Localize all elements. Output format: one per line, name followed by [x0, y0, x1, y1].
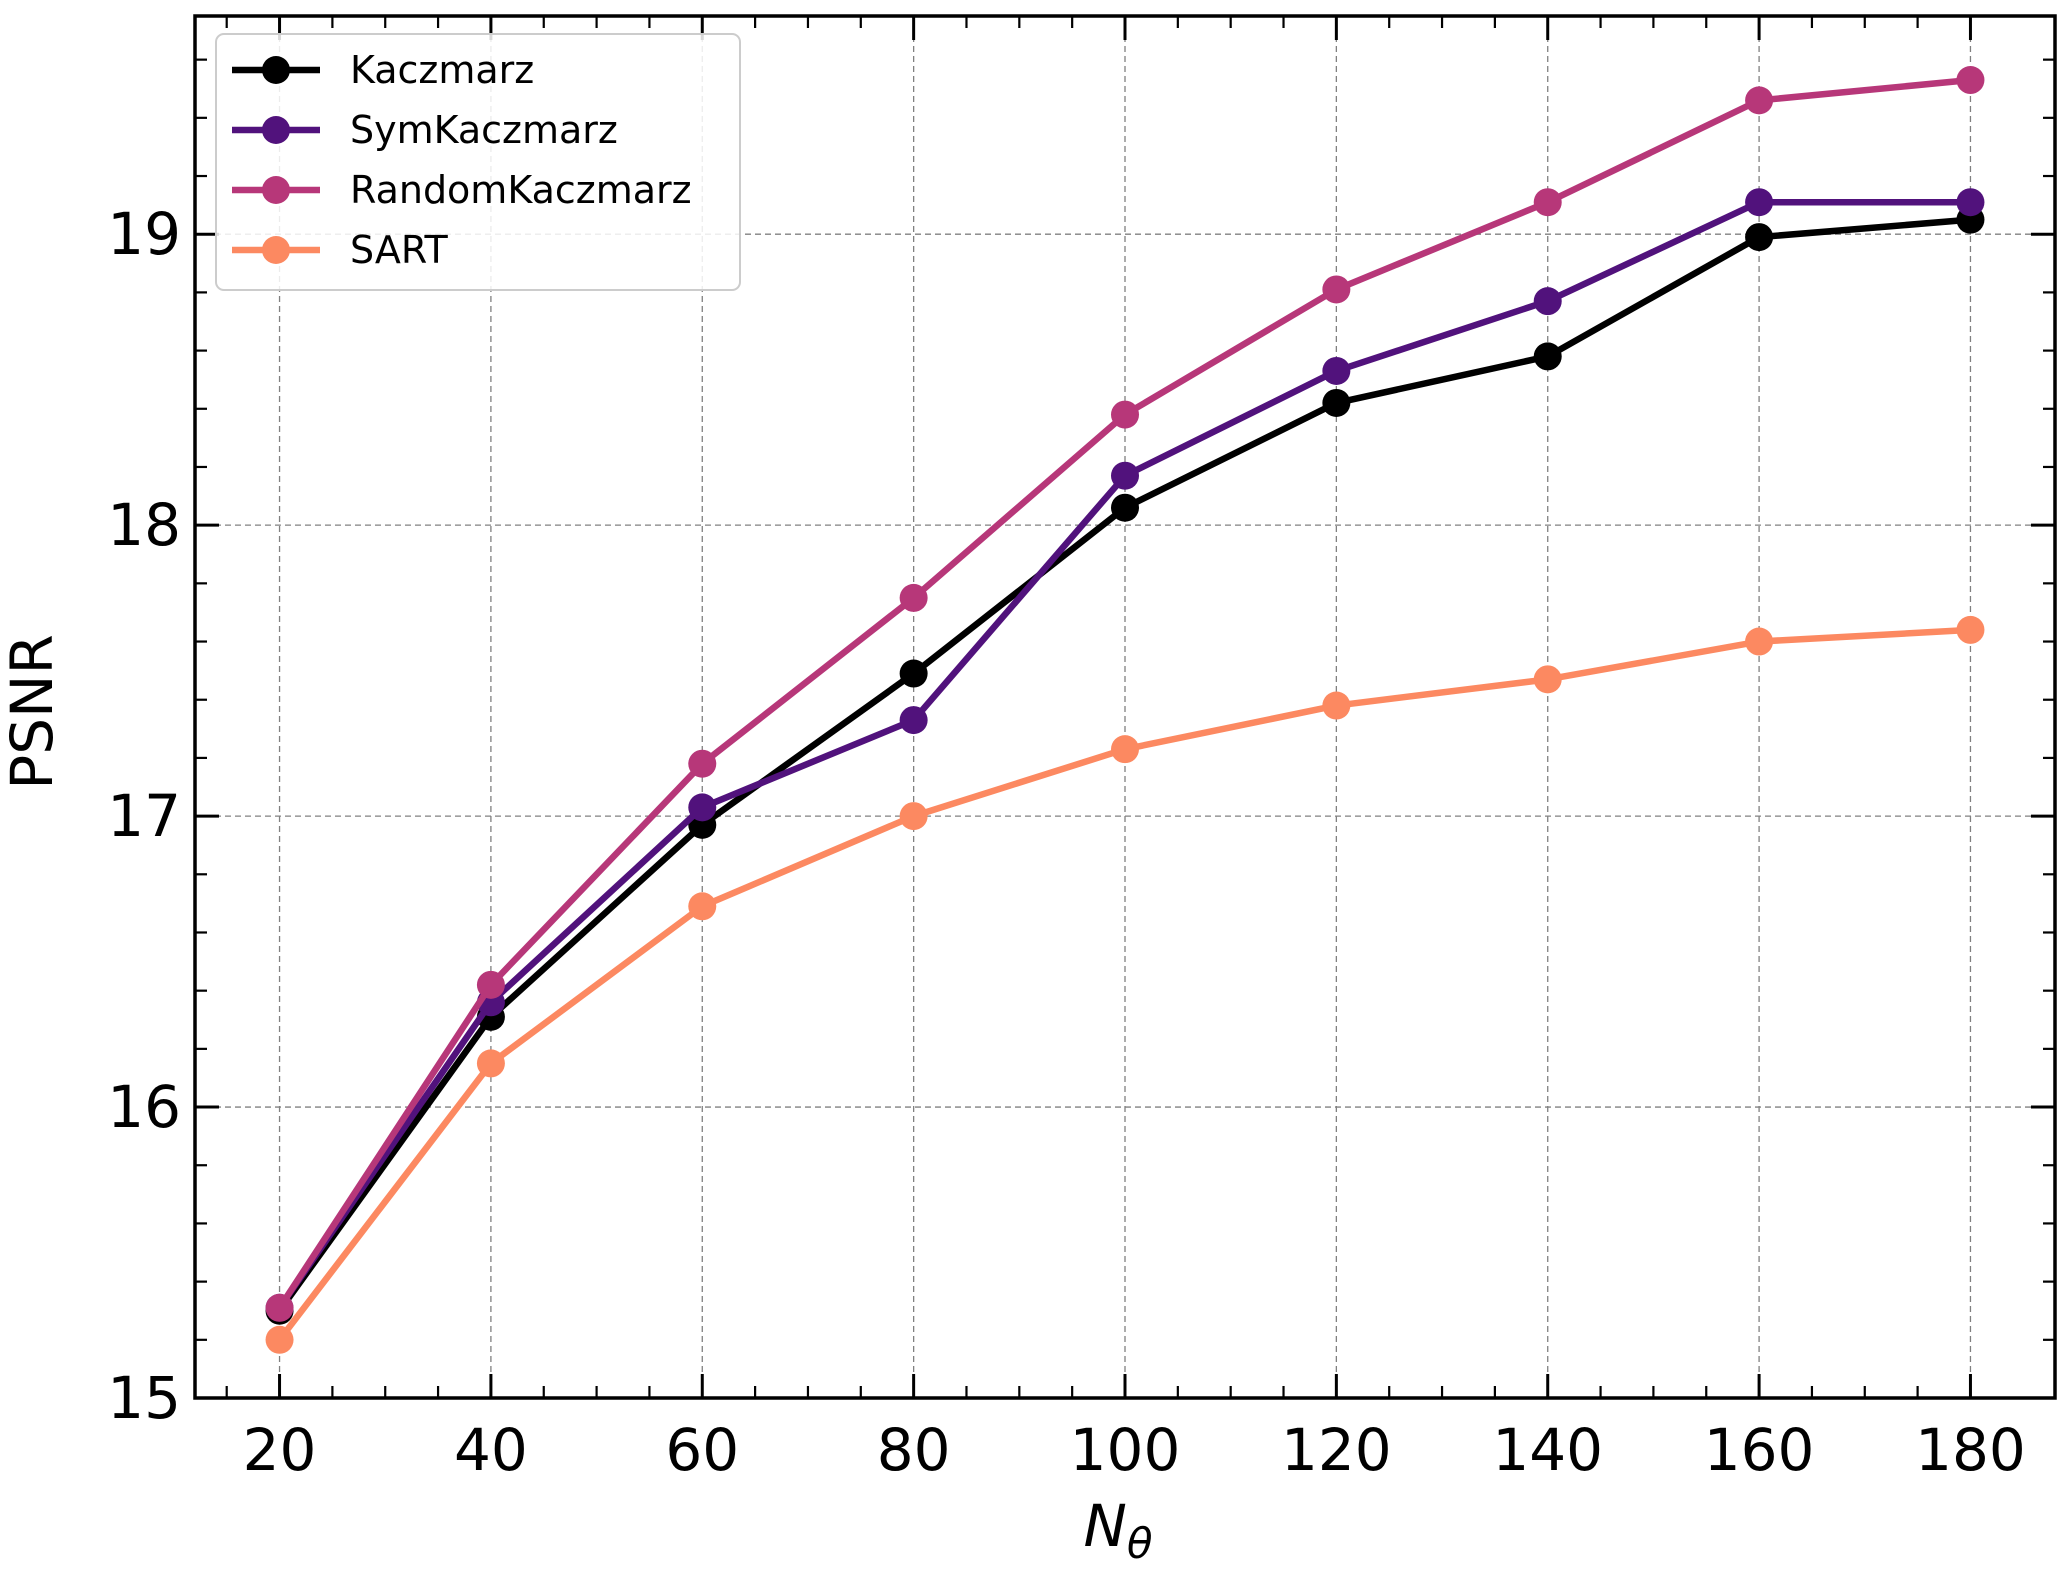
data-point — [688, 793, 717, 822]
x-tick-label: 20 — [243, 1416, 317, 1484]
legend-entry: Kaczmarz — [232, 48, 534, 92]
data-point — [1111, 400, 1139, 429]
x-axis-label-main: N — [1083, 1492, 1126, 1560]
data-point — [1111, 735, 1139, 764]
data-point — [688, 892, 717, 921]
legend-label: SART — [350, 228, 448, 272]
legend-marker — [262, 236, 290, 264]
data-point — [1322, 275, 1351, 304]
y-axis-label: PSNR — [0, 634, 66, 789]
legend-label: SymKaczmarz — [350, 108, 618, 152]
x-axis-label: Nθ — [1083, 1492, 1152, 1568]
data-point — [899, 802, 928, 831]
y-tick-label: 15 — [107, 1364, 181, 1432]
data-point — [899, 706, 928, 735]
data-point — [1956, 188, 1985, 217]
minor-ticks — [195, 16, 2055, 1398]
data-point — [1956, 615, 1985, 644]
x-tick-label: 40 — [454, 1416, 528, 1484]
data-point — [1111, 493, 1139, 522]
y-tick-label: 19 — [107, 200, 181, 268]
legend-entry: RandomKaczmarz — [232, 168, 692, 212]
data-point — [476, 970, 505, 999]
x-tick-label: 140 — [1492, 1416, 1603, 1484]
data-point — [265, 1325, 294, 1354]
data-point — [265, 1293, 294, 1322]
legend-label: Kaczmarz — [350, 48, 534, 92]
data-point — [899, 583, 928, 612]
plot-frame — [193, 14, 2057, 1400]
data-point — [1745, 223, 1774, 252]
x-tick-labels: 20 40 60 80 100 120 140 160 180 — [243, 1416, 2026, 1484]
data-point — [1533, 665, 1562, 694]
legend-box — [215, 33, 741, 291]
series-randomkaczmarz — [265, 66, 1985, 1322]
x-tick-label: 100 — [1070, 1416, 1181, 1484]
x-tick-label: 180 — [1915, 1416, 2026, 1484]
legend-marker — [262, 56, 290, 84]
x-axis-label-subscript: θ — [1127, 1519, 1153, 1568]
legend-entry: SymKaczmarz — [232, 108, 618, 152]
data-point — [1745, 188, 1774, 217]
x-tick-label: 160 — [1704, 1416, 1815, 1484]
data-point — [1533, 188, 1562, 217]
data-point — [1322, 388, 1351, 417]
series-layer — [265, 66, 1985, 1354]
legend-marker — [262, 116, 290, 144]
y-tick-label: 17 — [107, 782, 181, 850]
data-point — [1322, 691, 1351, 720]
legend-marker — [262, 176, 290, 204]
data-point — [1745, 627, 1774, 656]
data-point — [1322, 356, 1351, 385]
y-tick-label: 18 — [107, 491, 181, 559]
y-tick-label: 16 — [107, 1073, 181, 1141]
data-point — [1533, 342, 1562, 371]
data-point — [1533, 287, 1562, 316]
data-point — [899, 659, 928, 688]
data-point — [688, 749, 717, 778]
data-point — [476, 1049, 505, 1078]
series-sart — [265, 615, 1985, 1354]
x-tick-label: 60 — [665, 1416, 739, 1484]
legend-label: RandomKaczmarz — [350, 168, 692, 212]
y-tick-labels: 15 16 17 18 19 — [107, 200, 181, 1432]
data-point — [1956, 66, 1985, 95]
data-point — [1745, 86, 1774, 115]
data-point — [1111, 461, 1139, 490]
legend: Kaczmarz SymKaczmarz RandomKaczmarz SART — [215, 33, 741, 291]
legend-entry: SART — [232, 228, 448, 272]
x-tick-label: 80 — [877, 1416, 951, 1484]
x-tick-label: 120 — [1281, 1416, 1392, 1484]
